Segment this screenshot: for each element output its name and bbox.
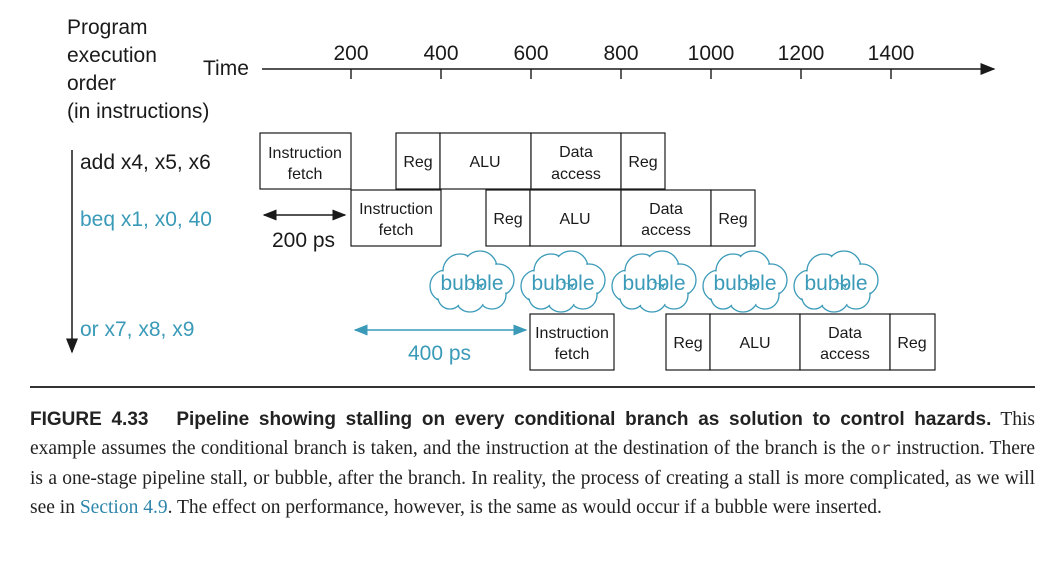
- stage-label: fetch: [288, 166, 323, 183]
- stage-box-reg: [710, 189, 756, 247]
- stage-label: Reg: [403, 154, 432, 171]
- pipeline-row-beq: Instruction fetch Reg ALU Data access Re…: [350, 189, 756, 247]
- tick-label: 1400: [868, 42, 915, 65]
- bubble-cloud: bubble: [611, 250, 697, 313]
- interval-label-400: 400 ps: [408, 342, 471, 365]
- stage-box-data: [620, 189, 712, 247]
- stage-label: Instruction: [535, 325, 609, 342]
- tick-label: 1000: [688, 42, 735, 65]
- stage-label: fetch: [555, 346, 590, 363]
- tick-label: 400: [423, 42, 458, 65]
- caption-text: This example assumes the conditional bra…: [30, 409, 1036, 459]
- bubble-label: bubble: [531, 272, 594, 295]
- y-label-line: order: [67, 72, 116, 95]
- bubble-label: bubble: [713, 272, 776, 295]
- stage-label: ALU: [739, 335, 770, 352]
- caption-divider: [30, 386, 1035, 388]
- stage-label: Reg: [628, 154, 657, 171]
- stage-box-data: [799, 313, 891, 371]
- stage-box-data: [530, 132, 622, 190]
- stage-box-reg: [889, 313, 936, 371]
- bubble-row: bubble bubble bubble bubble bubble: [429, 250, 879, 313]
- stage-label: Instruction: [359, 201, 433, 218]
- caption-text: instruction. There is a one-stage pipeli…: [30, 438, 1036, 518]
- stage-box-fetch: [350, 189, 442, 247]
- pipeline-row-or: Instruction fetch Reg ALU Data access Re…: [529, 313, 936, 371]
- bubble-label: bubble: [440, 272, 503, 295]
- stage-label: Data: [559, 144, 593, 161]
- tick-label: 1200: [778, 42, 825, 65]
- bubble-cloud: bubble: [702, 250, 788, 313]
- stage-label: Reg: [673, 335, 702, 352]
- figure-caption: FIGURE 4.33 Pipeline showing stalling on…: [30, 405, 1035, 522]
- stage-box-reg: [485, 189, 531, 247]
- tick-label: 200: [333, 42, 368, 65]
- stage-label: fetch: [379, 222, 414, 239]
- stage-box-alu: [439, 132, 532, 190]
- bubble-cloud: bubble: [520, 250, 606, 313]
- bubble-cloud: bubble: [793, 250, 879, 313]
- stage-box-reg: [620, 132, 666, 190]
- y-label-line: (in instructions): [67, 100, 209, 123]
- pipeline-row-add: Instruction fetch Reg ALU Data access Re…: [259, 132, 666, 190]
- stage-label: Reg: [897, 335, 926, 352]
- bubble-label: bubble: [804, 272, 867, 295]
- program-order-label: Program execution order (in instructions…: [67, 16, 209, 123]
- stage-label: ALU: [559, 211, 590, 228]
- stage-label: Data: [649, 201, 683, 218]
- instruction-label-add: add x4, x5, x6: [80, 151, 211, 174]
- interval-label-200: 200 ps: [272, 229, 335, 252]
- stage-box-reg: [395, 132, 441, 190]
- time-ticks: 200 400 600 800 1000 1200 1400: [333, 42, 914, 79]
- pipeline-diagram: Program execution order (in instructions…: [66, 16, 996, 371]
- stage-label: Reg: [493, 211, 522, 228]
- instruction-label-or: or x7, x8, x9: [80, 318, 194, 341]
- stage-label: Data: [828, 325, 862, 342]
- tick-label: 800: [603, 42, 638, 65]
- figure-title: Pipeline showing stalling on every condi…: [176, 409, 992, 430]
- stage-label: Reg: [718, 211, 747, 228]
- stage-label: ALU: [469, 154, 500, 171]
- stage-box-fetch: [259, 132, 352, 190]
- bubble-cloud: bubble: [429, 250, 515, 313]
- stage-label: access: [551, 166, 601, 183]
- figure-number: FIGURE 4.33: [30, 409, 149, 430]
- bubble-label: bubble: [622, 272, 685, 295]
- stage-box-alu: [529, 189, 622, 247]
- y-label-line: execution: [67, 44, 157, 67]
- time-label: Time: [203, 57, 249, 80]
- stage-label: access: [820, 346, 870, 363]
- section-link[interactable]: Section 4.9: [79, 497, 168, 518]
- tick-label: 600: [513, 42, 548, 65]
- stage-label: access: [641, 222, 691, 239]
- caption-text: . The effect on performance, however, is…: [167, 497, 882, 518]
- stage-box-alu: [709, 313, 801, 371]
- caption-code: or: [870, 439, 891, 459]
- y-label-line: Program: [67, 16, 148, 39]
- stage-box-fetch: [529, 313, 615, 371]
- stage-label: Instruction: [268, 145, 342, 162]
- instruction-label-beq: beq x1, x0, 40: [80, 208, 212, 231]
